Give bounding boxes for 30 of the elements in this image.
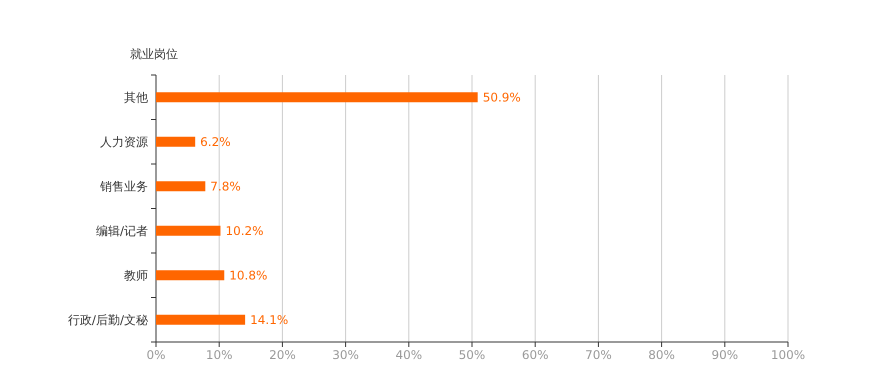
x-tick-label: 80%: [648, 348, 675, 362]
x-tick-label: 70%: [585, 348, 612, 362]
y-axis-title: 就业岗位: [130, 47, 178, 61]
data-label: 7.8%: [210, 179, 241, 194]
x-tick-label: 30%: [332, 348, 359, 362]
y-tick-label: 其他: [124, 90, 148, 104]
y-tick-label: 教师: [124, 268, 148, 282]
x-tick-label: 100%: [770, 348, 806, 362]
bar: [156, 136, 196, 147]
y-tick-label: 销售业务: [99, 179, 148, 194]
data-label: 10.2%: [225, 224, 264, 238]
bar: [156, 270, 224, 280]
data-label: 10.8%: [229, 268, 268, 282]
x-tick-label: 40%: [395, 348, 422, 362]
x-tick-label: 0%: [146, 348, 166, 362]
y-tick-label: 编辑/记者: [96, 224, 148, 238]
bar: [156, 314, 246, 325]
data-label: 6.2%: [200, 134, 231, 149]
bar: [156, 181, 206, 192]
data-label: 14.1%: [250, 312, 288, 327]
y-tick-label: 人力资源: [100, 134, 148, 149]
bar: [156, 92, 478, 102]
x-tick-label: 60%: [522, 348, 549, 362]
x-tick-label: 50%: [458, 348, 486, 362]
x-tick-label: 90%: [711, 348, 738, 362]
y-tick-label: 行政/后勤/文秘: [68, 312, 148, 327]
x-tick-label: 20%: [269, 348, 296, 362]
bar: [156, 226, 220, 236]
x-tick-label: 10%: [206, 348, 233, 362]
data-label: 50.9%: [482, 90, 521, 104]
